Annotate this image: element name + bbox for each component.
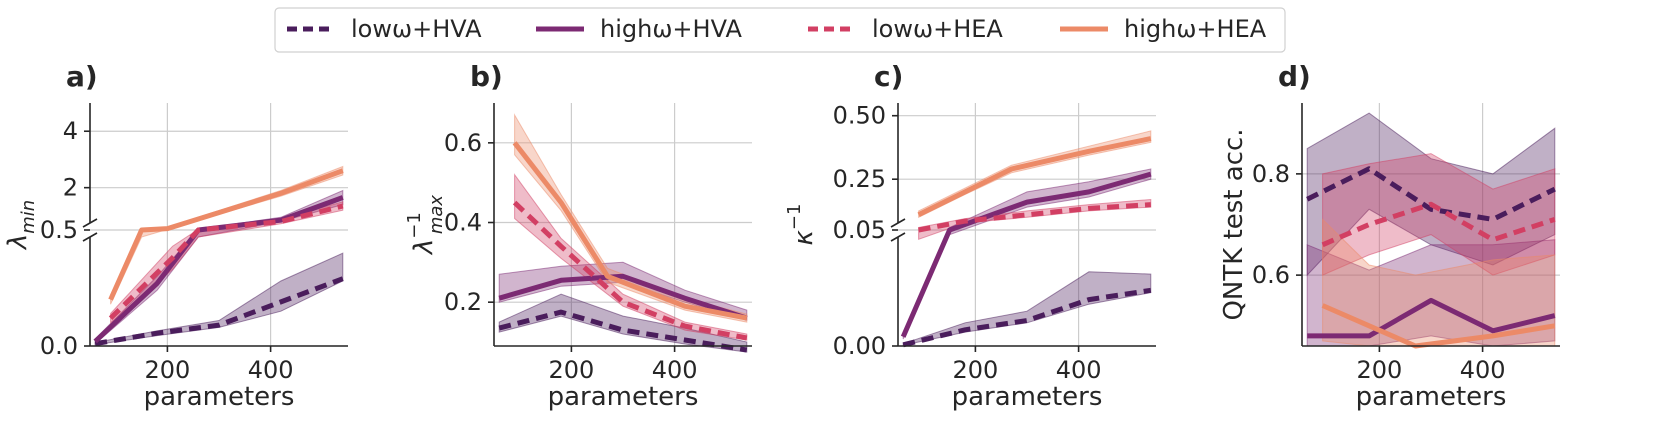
- x-tick-label: 200: [952, 356, 998, 384]
- x-tick-label: 400: [652, 356, 698, 384]
- x-tick-label: 400: [248, 356, 294, 384]
- y-label-base: λ: [409, 239, 439, 256]
- series-line-low-hva: [94, 276, 344, 347]
- axis-break-mark: [890, 218, 906, 228]
- y-label-sup: −1: [784, 204, 805, 231]
- series-line-low-hea: [1321, 201, 1556, 248]
- band-high-hea: [514, 113, 748, 323]
- series-line-high-hva: [498, 273, 748, 321]
- series-line-high-hva: [900, 171, 1152, 338]
- x-tick-label: 400: [1056, 356, 1102, 384]
- y-axis-label: QNTK test acc.: [1219, 128, 1249, 320]
- panel-b: 200 400 0.2 0.4 0.6 parameters b) λ−1max: [404, 60, 752, 412]
- legend-label: lowω+HEA: [872, 15, 1003, 43]
- y-tick-label: 0.05: [833, 216, 886, 244]
- y-axis-label: κ−1: [784, 204, 819, 246]
- series-line-low-hea: [108, 203, 344, 320]
- x-tick-label: 200: [1356, 356, 1402, 384]
- panel-d: 200 400 0.6 0.8 parameters d) QNTK test acc.: [1219, 60, 1560, 412]
- panel-label: d): [1278, 60, 1311, 93]
- panel-label: c): [874, 60, 903, 93]
- legend-entry-high-hea: highω+HEA: [1060, 15, 1267, 43]
- y-label-sup: −1: [404, 212, 425, 239]
- legend-label: highω+HVA: [600, 15, 742, 43]
- panel-c: 200 400 0.00 0.05 0.25 0.50 parameters c) κ−1: [784, 60, 1156, 412]
- y-tick-label: 4: [63, 117, 78, 145]
- y-tick-label: 0.0: [40, 332, 78, 360]
- series-line-high-hea: [108, 168, 344, 301]
- x-axis-label: parameters: [548, 382, 699, 412]
- legend-entry-low-hea: lowω+HEA: [808, 15, 1003, 43]
- y-tick-label: 0.6: [1252, 261, 1290, 289]
- legend-label: lowω+HVA: [351, 15, 482, 43]
- series-line-high-hva: [1307, 297, 1556, 339]
- panel-a: 200 400 0.0 0.5 2 4 parameters a) λmin: [3, 60, 348, 412]
- legend-entry-low-hva: lowω+HVA: [287, 15, 482, 43]
- y-tick-label: 0.25: [833, 165, 886, 193]
- x-axis-label: parameters: [1356, 382, 1507, 412]
- axis-break-mark: [82, 232, 98, 242]
- series-line-low-hea: [512, 200, 748, 341]
- y-tick-label: 0.50: [833, 102, 886, 130]
- band-low-hea: [110, 201, 344, 324]
- axis-break-mark: [890, 232, 906, 242]
- y-label-base: λ: [3, 234, 33, 251]
- y-tick-label: 0.5: [40, 216, 78, 244]
- y-tick-label: 2: [63, 174, 78, 202]
- series-line-low-hva: [498, 309, 748, 353]
- x-tick-label: 400: [1460, 356, 1506, 384]
- series-line-low-hva: [1306, 166, 1556, 222]
- legend-frame: [274, 7, 1286, 53]
- series-line-high-hea: [512, 141, 748, 321]
- x-tick-label: 200: [548, 356, 594, 384]
- x-axis-label: parameters: [952, 382, 1103, 412]
- y-axis-label: λ−1max: [404, 195, 447, 257]
- panel-label: b): [470, 60, 503, 93]
- y-axis-label: λmin: [3, 200, 39, 251]
- legend: lowω+HVA highω+HVA lowω+HEA highω+HEA: [274, 7, 1286, 53]
- y-tick-label: 0.6: [444, 129, 482, 157]
- x-axis-label: parameters: [144, 382, 295, 412]
- y-tick-label: 0.4: [444, 209, 482, 237]
- axis-break-mark: [82, 218, 98, 228]
- series-line-low-hea: [918, 202, 1151, 233]
- y-tick-label: 0.00: [833, 332, 886, 360]
- y-tick-label: 0.2: [444, 288, 482, 316]
- series-line-low-hva: [902, 287, 1152, 348]
- y-label-sub: max: [426, 195, 447, 235]
- series-line-high-hea: [917, 136, 1152, 218]
- legend-entry-high-hva: highω+HVA: [536, 15, 742, 43]
- y-label-sub: min: [18, 200, 39, 234]
- y-tick-label: 0.8: [1252, 160, 1290, 188]
- y-label-base: κ: [789, 229, 819, 245]
- x-tick-label: 200: [144, 356, 190, 384]
- legend-label: highω+HEA: [1124, 15, 1267, 43]
- panel-label: a): [66, 60, 98, 93]
